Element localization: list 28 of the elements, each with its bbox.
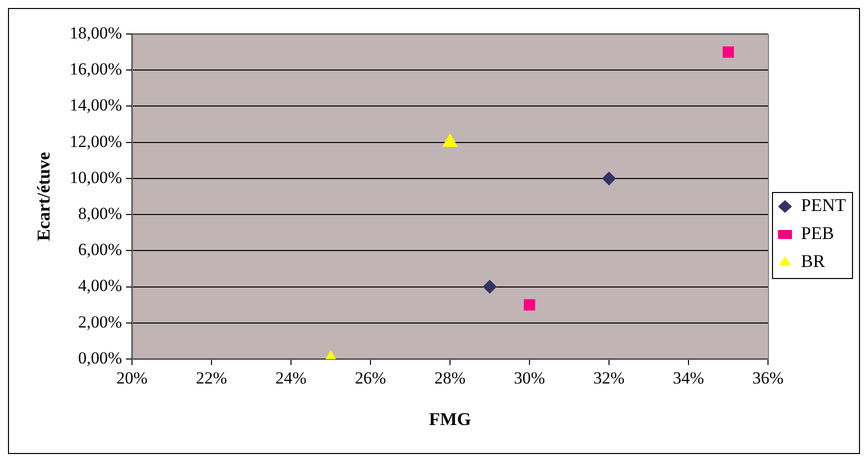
x-tick-label: 20% <box>116 368 148 388</box>
point <box>602 171 616 186</box>
y-tick-label: 12,00% <box>70 132 122 151</box>
x-tick-label: 22% <box>196 368 228 388</box>
y-tick-label: 8,00% <box>78 204 122 224</box>
point <box>722 46 734 58</box>
y-tick-label: 14,00% <box>70 96 122 115</box>
y-tick-label: 4,00% <box>78 276 122 296</box>
legend-label: BR <box>801 251 826 272</box>
x-tick-label: 36% <box>752 368 784 388</box>
point <box>482 280 497 294</box>
legend-label: PENT <box>801 195 846 216</box>
x-tick-label: 26% <box>354 368 386 388</box>
x-tick-label: 30% <box>514 368 546 388</box>
x-tick-label: 28% <box>434 368 466 388</box>
y-tick-label: 16,00% <box>70 60 122 79</box>
y-axis-title: Ecart/étuve <box>33 152 54 241</box>
point <box>524 299 536 310</box>
x-tick-label: 32% <box>593 368 625 388</box>
y-tick-label: 0,00% <box>78 348 122 368</box>
y-tick-label: 10,00% <box>70 168 122 187</box>
y-tick-label: 18,00% <box>70 23 122 42</box>
legend-label: PEB <box>801 223 834 244</box>
x-axis-title: FMG <box>429 408 472 429</box>
x-tick-label: 34% <box>672 368 704 388</box>
y-tick-label: 2,00% <box>78 312 122 332</box>
y-tick-label: 6,00% <box>78 240 122 260</box>
x-tick-label: 24% <box>275 368 307 388</box>
